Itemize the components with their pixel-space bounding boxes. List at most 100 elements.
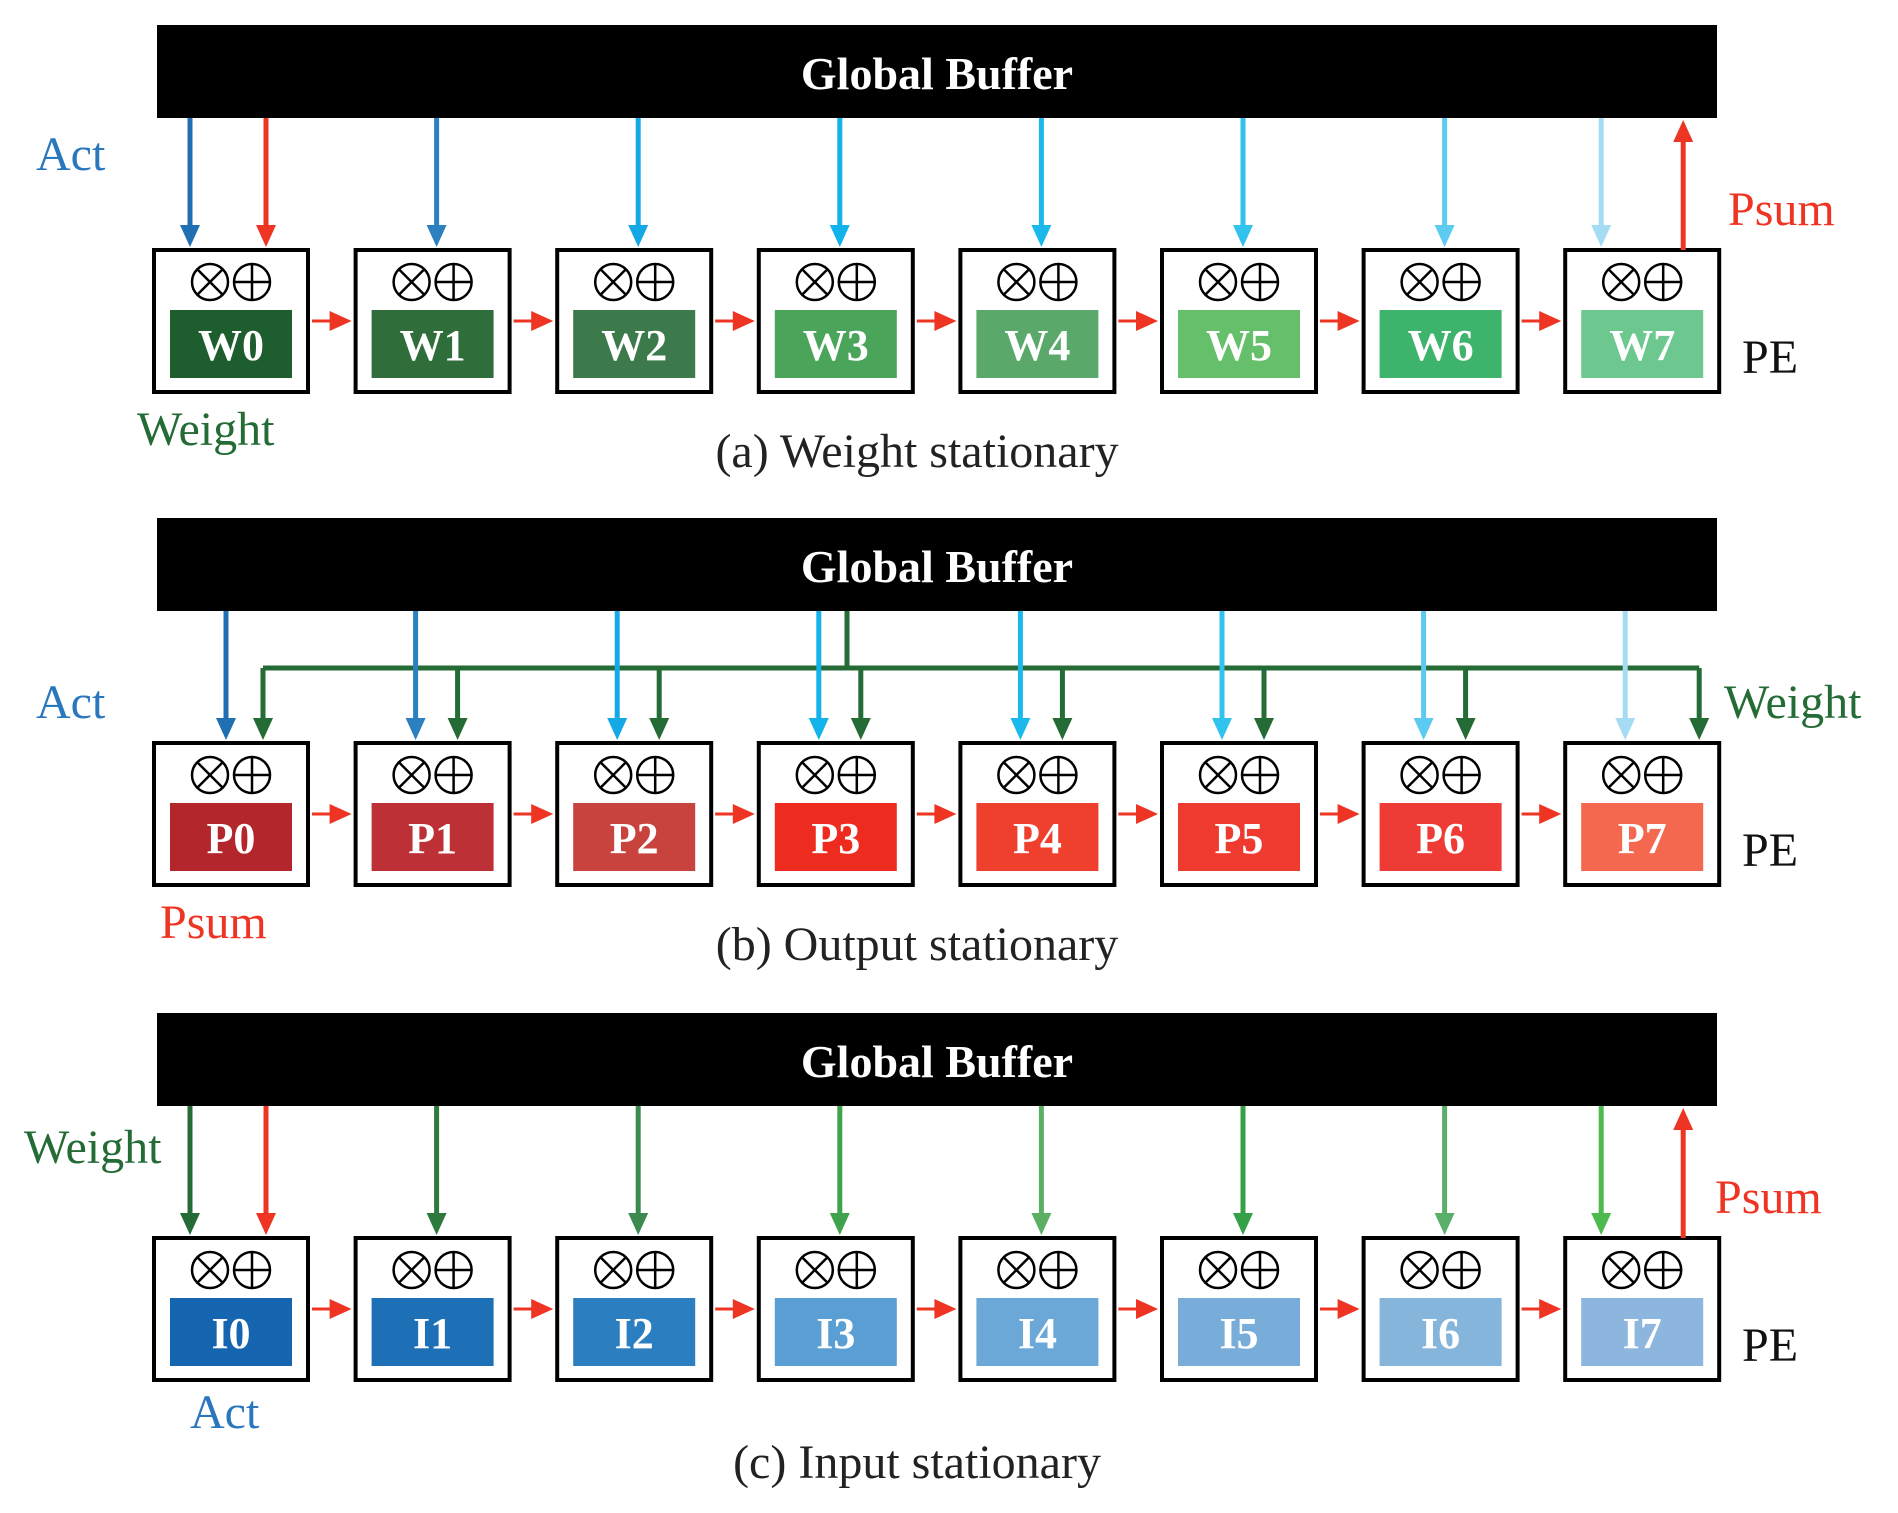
pe-i4: I4 [958,1236,1117,1382]
act-arrow-head [829,225,850,247]
pe-label: I4 [1018,1309,1057,1358]
pe-data-block [774,1298,897,1366]
multiply-icon-stroke [801,761,829,789]
multiply-icon-stroke [196,761,224,789]
multiply-icon [593,262,633,302]
chain-arrow-head [329,804,352,824]
weight-label: Weight [1724,676,1862,729]
panel-b: Global Buffer P0 P1 P2 P3 P4 P5 P6 P7 Act Weight Ps… [36,518,1862,971]
pe-label: P2 [610,814,659,863]
act-arrow-head [180,225,200,247]
pe-i3: I3 [756,1236,915,1382]
chain-arrow-head [1539,804,1562,824]
pe-label: I6 [1421,1309,1460,1358]
pe-label: W3 [803,321,869,370]
pe-p7: P7 [1563,741,1722,887]
multiply-icon-stroke [196,1256,224,1284]
multiply-icon [795,1250,835,1290]
act-arrow-head [1233,225,1253,247]
act-arrow-head [1212,718,1232,740]
multiply-icon-stroke [196,268,224,296]
multiply-icon [1198,1250,1238,1290]
weight-arrow-head [850,718,871,740]
pe-data-block [976,310,1099,378]
chain-arrow-head [531,311,554,331]
pe-w3: W3 [756,248,915,394]
weight-label: Weight [137,403,275,456]
pe-row-label: PE [1742,331,1798,384]
multiply-icon [1400,1250,1439,1290]
multiply-icon-stroke [398,1256,426,1284]
pe-label: W7 [1609,321,1675,370]
pe-data-block [1379,310,1502,378]
multiply-icon [593,1250,633,1290]
chain-arrow-head [1136,1299,1158,1319]
multiply-icon [1601,1250,1641,1290]
pe-p1: P1 [353,741,512,887]
chain-arrow-head [732,804,755,824]
weight-label: Weight [24,1121,162,1174]
chain-arrow-head [1136,311,1158,331]
pe-label: W6 [1408,321,1474,370]
pe-data-block [371,803,494,871]
pe-data-block [976,803,1099,871]
act-label: Act [190,1386,260,1439]
pe-w4: W4 [958,248,1117,394]
chain-arrow-head [1539,1299,1562,1319]
multiply-icon [190,1250,230,1290]
pe-label: P1 [408,814,457,863]
multiply-icon-stroke [1002,1256,1030,1284]
pe-w5: W5 [1160,248,1318,394]
pe-label: W4 [1004,321,1070,370]
pe-p4: P4 [958,741,1117,887]
pe-label: I7 [1623,1309,1662,1358]
pe-data-block [1379,803,1502,871]
pe-label: I5 [1219,1309,1258,1358]
pe-data-block [1581,1298,1704,1366]
act-arrow-head [216,718,236,740]
pe-label: P0 [207,814,256,863]
multiply-icon [795,262,835,302]
pe-label: P3 [811,814,860,863]
weight-arrow-head [1689,718,1710,740]
pe-label: W2 [601,321,667,370]
act-arrow-head [405,718,426,740]
pe-w6: W6 [1361,248,1520,394]
multiply-icon-stroke [1406,1256,1434,1284]
pe-data-block [573,1298,696,1366]
panel-caption: (c) Input stationary [733,1436,1101,1489]
pe-label: W1 [400,321,466,370]
global-buffer [157,518,1717,611]
chain-arrow-head [1337,311,1360,331]
weight-arrow-head [253,718,273,740]
weight-arrow-head [1254,718,1274,740]
act-label: Act [36,128,106,181]
pe-row-label: PE [1742,824,1798,877]
weight-arrow-head [829,1213,850,1235]
global-buffer [157,25,1717,118]
pe-data-block [1581,310,1704,378]
chain-arrow-head [531,1299,554,1319]
pe-p2: P2 [555,741,714,887]
multiply-icon [997,1250,1036,1290]
pe-label: I2 [615,1309,654,1358]
multiply-icon-stroke [1607,761,1635,789]
pe-label: P7 [1618,814,1667,863]
weight-arrow-head [447,718,468,740]
pe-i0: I0 [152,1236,310,1382]
psum-label: Psum [1715,1171,1822,1224]
pe-i7: I7 [1563,1236,1722,1382]
multiply-icon-stroke [1406,268,1434,296]
weight-arrow-head [426,1213,447,1235]
pe-data-block [774,310,897,378]
multiply-icon [997,755,1036,795]
psum-in-arrow-head [256,225,276,247]
act-arrow-head [426,225,447,247]
pe-data-block [371,1298,494,1366]
pe-w7: W7 [1563,248,1722,394]
panel-c: Global Buffer I0 I1 I2 I3 I4 I5 I6 I7 Weight Psum A… [24,1013,1822,1489]
pe-i1: I1 [353,1236,512,1382]
chain-arrow-head [1337,804,1360,824]
pe-p5: P5 [1160,741,1318,887]
